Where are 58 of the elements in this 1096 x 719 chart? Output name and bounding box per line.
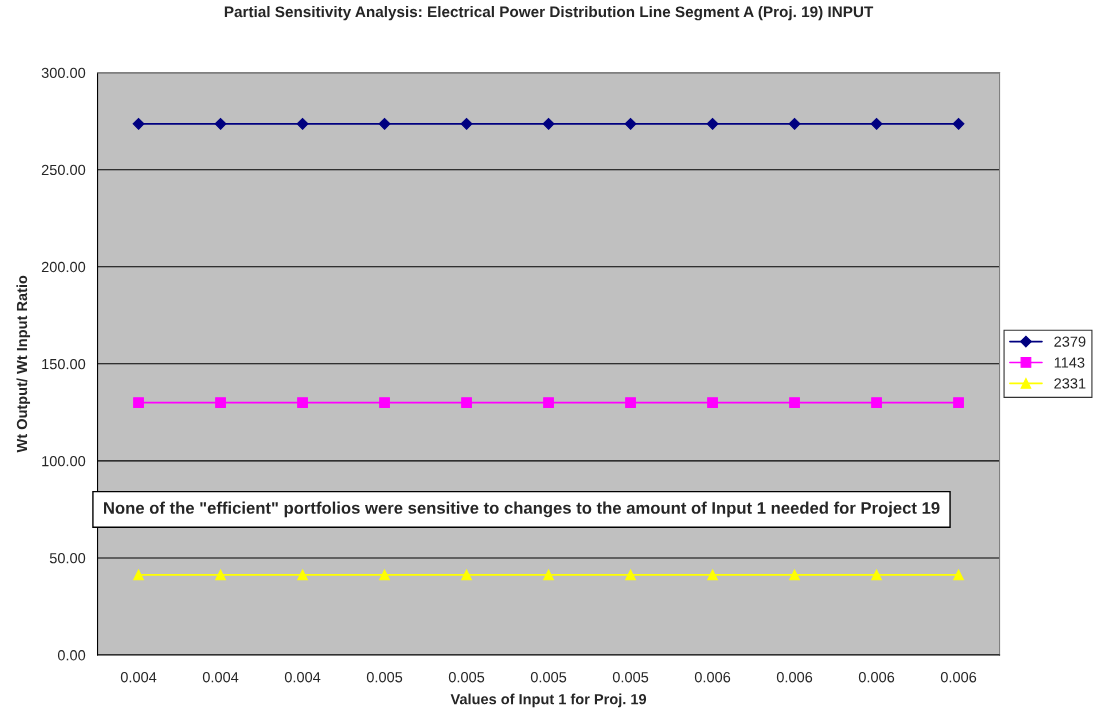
point (707, 569, 718, 581)
chart-title: Partial Sensitivity Analysis: Electrical Power Distribution Line Segment A (Proj. 19) INPUT (224, 5, 874, 21)
annotation: None of the "efficient" portfolios were sensitive to changes to the amount of Input 1 needed for Project 19 (104, 501, 940, 518)
y-tick-label: 200.00 (41, 261, 86, 273)
y-axis-title: Wt Output/ Wt Input Ratio (16, 275, 31, 453)
point (789, 569, 800, 581)
x-tick-label: 0.006 (940, 672, 977, 683)
point (625, 569, 636, 581)
y-tick-label: 250.00 (41, 164, 86, 176)
point (460, 117, 473, 130)
x-tick-label: 0.004 (284, 672, 321, 683)
y-tick-label: 100.00 (42, 455, 86, 467)
point (133, 569, 144, 581)
x-tick-label: 0.006 (694, 672, 731, 683)
point (953, 397, 964, 409)
point (133, 397, 144, 409)
point (132, 117, 145, 130)
point (296, 117, 309, 130)
point (378, 117, 391, 130)
x-tick-label: 0.005 (448, 672, 485, 683)
x-tick-label: 0.006 (776, 672, 813, 683)
point (952, 117, 965, 130)
point (297, 569, 308, 581)
point (789, 397, 800, 409)
point (624, 117, 637, 130)
y-tick-label: 50.00 (49, 553, 86, 564)
point (379, 397, 390, 409)
point (706, 117, 719, 130)
point (461, 569, 472, 581)
point (215, 569, 226, 581)
x-tick-label: 0.005 (366, 672, 403, 683)
point (297, 397, 308, 409)
point (214, 117, 227, 130)
x-tick-label: 0.004 (202, 672, 239, 683)
legend-label: 2379 (1054, 336, 1086, 347)
legend-label: 2331 (1054, 378, 1086, 389)
point (625, 397, 636, 409)
legend-label: 1143 (1054, 357, 1085, 368)
point (953, 569, 964, 581)
point (871, 569, 882, 581)
point (707, 397, 718, 409)
point (215, 397, 226, 409)
y-tick-label: 300.00 (41, 67, 86, 79)
x-tick-label: 0.005 (612, 672, 649, 683)
point (543, 569, 554, 581)
point (788, 117, 801, 130)
y-tick-label: 0.00 (57, 650, 86, 661)
x-tick-label: 0.006 (858, 672, 895, 683)
x-axis-title: Values of Input 1 for Proj. 19 (450, 693, 647, 708)
y-tick-label: 150.00 (42, 358, 86, 370)
point (461, 397, 472, 409)
point (379, 569, 390, 581)
x-tick-label: 0.005 (530, 672, 567, 683)
x-tick-label: 0.004 (120, 672, 157, 683)
point (870, 117, 883, 130)
point (543, 397, 554, 409)
point (542, 117, 555, 130)
point (871, 397, 882, 409)
